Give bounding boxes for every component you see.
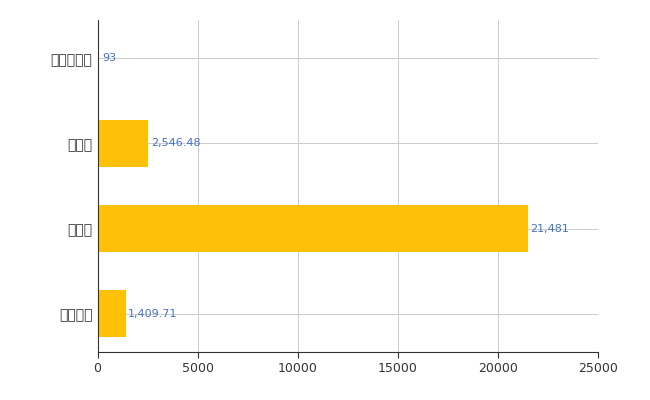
Text: 93: 93 [102, 54, 116, 64]
Bar [98, 290, 125, 337]
Bar [98, 205, 528, 252]
Bar [98, 120, 148, 167]
Text: 2,546.48: 2,546.48 [151, 138, 200, 148]
Text: 1,409.71: 1,409.71 [128, 308, 177, 318]
Text: 21,481: 21,481 [530, 224, 569, 234]
Bar [98, 35, 99, 82]
